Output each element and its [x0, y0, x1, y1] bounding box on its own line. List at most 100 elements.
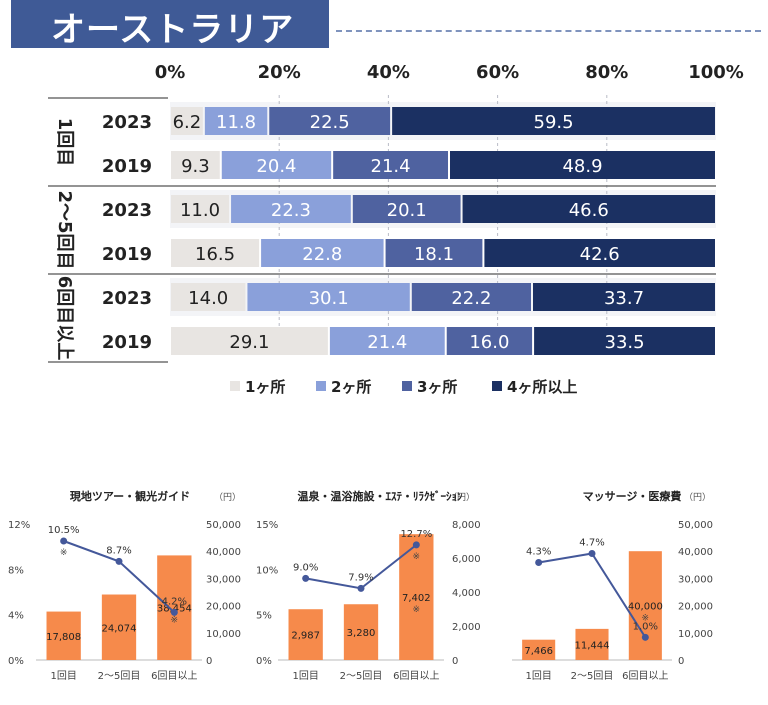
line-point — [412, 541, 420, 549]
bar-value-label: 7,466 — [524, 646, 553, 657]
line-value-label: 12.7% — [400, 529, 432, 540]
category-label: 1回目 — [292, 670, 318, 682]
bar-segment — [532, 283, 715, 311]
left-axis-tick: 0% — [8, 656, 24, 667]
value-label: 20.4 — [256, 156, 296, 177]
value-label: 46.6 — [569, 200, 609, 221]
bar-segment — [462, 195, 715, 223]
right-axis-tick: 20,000 — [678, 602, 713, 613]
x-tick-label: 60% — [476, 62, 519, 83]
left-axis-tick: 0% — [256, 656, 272, 667]
line-value-label: 4.2% — [162, 596, 187, 607]
category-label: 2～5回目 — [98, 670, 141, 682]
bar-value-label: 17,808 — [46, 632, 81, 643]
mini-chart-tour: 現地ツアー・観光ガイド （円） 0% 4% 8% 12% 0 10,000 20,000 30… — [0, 488, 256, 705]
left-axis-tick: 4% — [8, 611, 24, 622]
bar-segment — [411, 283, 531, 311]
value-label: 33.5 — [605, 332, 645, 353]
bar-segment — [392, 107, 715, 135]
bar-segment — [231, 195, 351, 223]
x-tick-label: 80% — [585, 62, 628, 83]
value-label: 22.2 — [451, 288, 491, 309]
value-label: 16.5 — [195, 244, 235, 265]
bar — [522, 639, 556, 660]
right-axis-tick: 0 — [206, 656, 212, 667]
bar-segment — [204, 107, 268, 135]
bar-segment — [333, 151, 449, 179]
bar-value-label: 7,402 — [402, 593, 431, 604]
bar-segment — [171, 151, 220, 179]
line-point — [170, 608, 178, 616]
line-value-label: 8.7% — [106, 545, 131, 556]
title-banner: オーストラリア — [11, 0, 329, 50]
legend-label: 1ヶ所 — [245, 378, 285, 396]
line-value-label: 1.0% — [633, 621, 658, 632]
bar-segment — [171, 195, 230, 223]
mini-chart-unit: （円） — [684, 493, 712, 503]
category-label: 1回目 — [50, 670, 76, 682]
bar-segment — [450, 151, 715, 179]
x-tick-label: 100% — [688, 62, 744, 83]
bar — [101, 594, 137, 660]
bar — [343, 604, 379, 660]
bar-note-mark: ※ — [171, 616, 179, 626]
bar-segment — [385, 239, 483, 267]
line-point — [357, 584, 365, 592]
x-tick-label: 40% — [367, 62, 410, 83]
value-label: 20.1 — [387, 200, 427, 221]
value-label: 22.5 — [310, 112, 350, 133]
bar-value-label: 40,000 — [628, 602, 663, 613]
group-label: 6回目以上 — [54, 276, 75, 361]
right-axis-tick: 30,000 — [678, 574, 713, 585]
left-axis-tick: 12% — [8, 520, 30, 531]
bar-value-label: 11,444 — [575, 640, 610, 651]
category-label: 2023 — [102, 200, 152, 221]
group-label: 1回目 — [54, 118, 75, 167]
line-point — [60, 537, 68, 545]
category-label: 2023 — [102, 288, 152, 309]
line-value-label: 10.5% — [48, 525, 80, 536]
left-axis-tick: 10% — [256, 565, 278, 576]
left-axis-tick: 8% — [8, 565, 24, 576]
value-label: 22.3 — [271, 200, 311, 221]
bar-segment — [171, 327, 328, 355]
right-axis-tick: 6,000 — [452, 554, 481, 565]
legend-swatch — [402, 381, 412, 391]
line-value-label: 9.0% — [293, 562, 318, 573]
legend-label: 4ヶ所以上 — [507, 378, 577, 396]
line-point — [302, 574, 310, 582]
mini-chart-title: 現地ツアー・観光ガイド — [69, 490, 191, 503]
bar-segment — [171, 107, 203, 135]
bar — [46, 611, 81, 660]
value-label: 42.6 — [580, 244, 620, 265]
mini-chart-title: マッサージ・医療費 — [582, 490, 682, 503]
mini-chart-massage: マッサージ・医療費 （円） 0%2%4%6%010,00020,00030,00… — [512, 488, 768, 705]
bar — [628, 551, 662, 660]
line-value-label: 4.7% — [579, 537, 604, 548]
value-label: 33.7 — [604, 288, 644, 309]
right-axis-tick: 4,000 — [452, 588, 481, 599]
title-divider — [336, 30, 761, 32]
category-label: 2019 — [102, 156, 152, 177]
right-axis-tick: 40,000 — [206, 547, 241, 558]
line-point — [641, 633, 649, 641]
right-axis-tick: 0 — [452, 656, 458, 667]
value-label: 29.1 — [229, 332, 269, 353]
bar-value-label: 24,074 — [102, 623, 137, 634]
bar-segment — [247, 283, 410, 311]
right-axis-tick: 20,000 — [206, 602, 241, 613]
value-label: 21.4 — [367, 332, 407, 353]
bar — [575, 628, 609, 660]
group-label: 2～5回目 — [54, 190, 75, 269]
bar-segment — [534, 327, 715, 355]
bar-note-mark: ※ — [413, 605, 421, 615]
value-label: 6.2 — [173, 112, 202, 133]
bar — [157, 555, 192, 660]
value-label: 30.1 — [309, 288, 349, 309]
stacked-bar-chart: 0% 20% 40% 60% 80% 100% 6.2 11.8 22.5 59.5 2023 9.3… — [48, 62, 744, 396]
bar-segment — [269, 107, 391, 135]
right-axis-tick: 40,000 — [678, 547, 713, 558]
category-label: 2～5回目 — [571, 670, 614, 682]
x-tick-label: 20% — [258, 62, 301, 83]
value-label: 11.8 — [216, 112, 256, 133]
